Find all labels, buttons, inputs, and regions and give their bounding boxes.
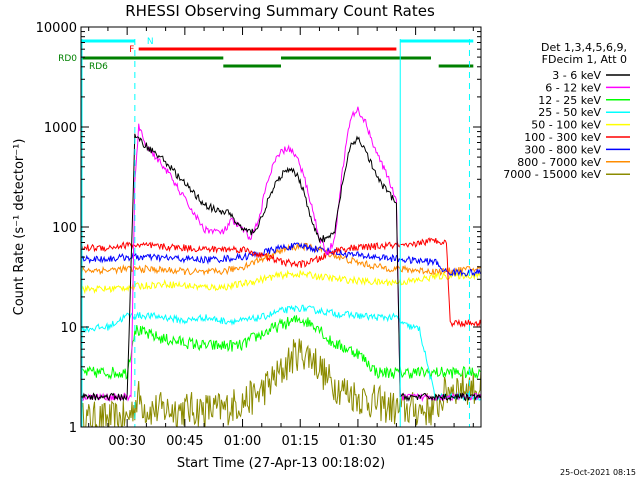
legend-label: 50 - 100 keV [531, 119, 601, 132]
y-tick-label: 1000 [44, 121, 77, 136]
legend-label: 800 - 7000 keV [517, 156, 601, 169]
legend-label: 12 - 25 keV [538, 94, 601, 107]
series-line-0 [81, 133, 481, 403]
legend: Det 1,3,4,5,6,9,FDecim 1, Att 0 3 - 6 keV… [503, 41, 630, 181]
y-axis-label: Count Rate (s⁻¹ detector⁻¹) [12, 139, 27, 316]
render-timestamp: 25-Oct-2021 08:15 [560, 468, 636, 477]
time-markers [81, 39, 470, 427]
series-lines [81, 106, 481, 427]
status-bars: N F RD0 RD6 [58, 37, 474, 72]
series-line-1 [81, 106, 481, 403]
status-label-f: F [129, 45, 134, 55]
chart-title: RHESSI Observing Summary Count Rates [125, 2, 435, 20]
status-label-rd0: RD0 [58, 54, 77, 64]
x-tick-label: 00:45 [166, 434, 203, 449]
series-line-8 [81, 338, 481, 427]
series-line-7 [81, 242, 481, 277]
legend-label: 100 - 300 keV [524, 131, 601, 144]
x-tick-label: 01:15 [281, 434, 318, 449]
x-axis-label: Start Time (27-Apr-13 00:18:02) [177, 456, 385, 471]
y-tick-label: 10000 [36, 21, 77, 36]
y-tick-label: 100 [52, 221, 77, 236]
series-line-6 [81, 242, 481, 277]
legend-label: 6 - 12 keV [545, 81, 601, 94]
x-tick-label: 01:45 [397, 434, 434, 449]
y-tick-label: 10 [60, 321, 77, 336]
series-line-3 [81, 304, 481, 402]
x-tick-label: 01:00 [224, 434, 261, 449]
status-label-n: N [147, 37, 154, 47]
legend-header: FDecim 1, Att 0 [542, 53, 627, 66]
series-line-4 [81, 269, 481, 295]
legend-header: Det 1,3,4,5,6,9, [541, 41, 627, 54]
legend-label: 300 - 800 keV [524, 143, 601, 156]
legend-label: 7000 - 15000 keV [503, 168, 601, 181]
axes: 1 10 100 1000 10000 00:30 00:45 01:00 01:15 01:30… [36, 21, 481, 449]
legend-label: 25 - 50 keV [538, 106, 601, 119]
x-tick-label: 01:30 [339, 434, 376, 449]
x-tick-label: 00:30 [108, 434, 145, 449]
series-line-2 [81, 314, 481, 380]
y-tick-label: 1 [69, 421, 77, 436]
series-line-5 [81, 237, 481, 328]
status-label-rd6: RD6 [89, 62, 108, 72]
legend-label: 3 - 6 keV [552, 69, 601, 82]
